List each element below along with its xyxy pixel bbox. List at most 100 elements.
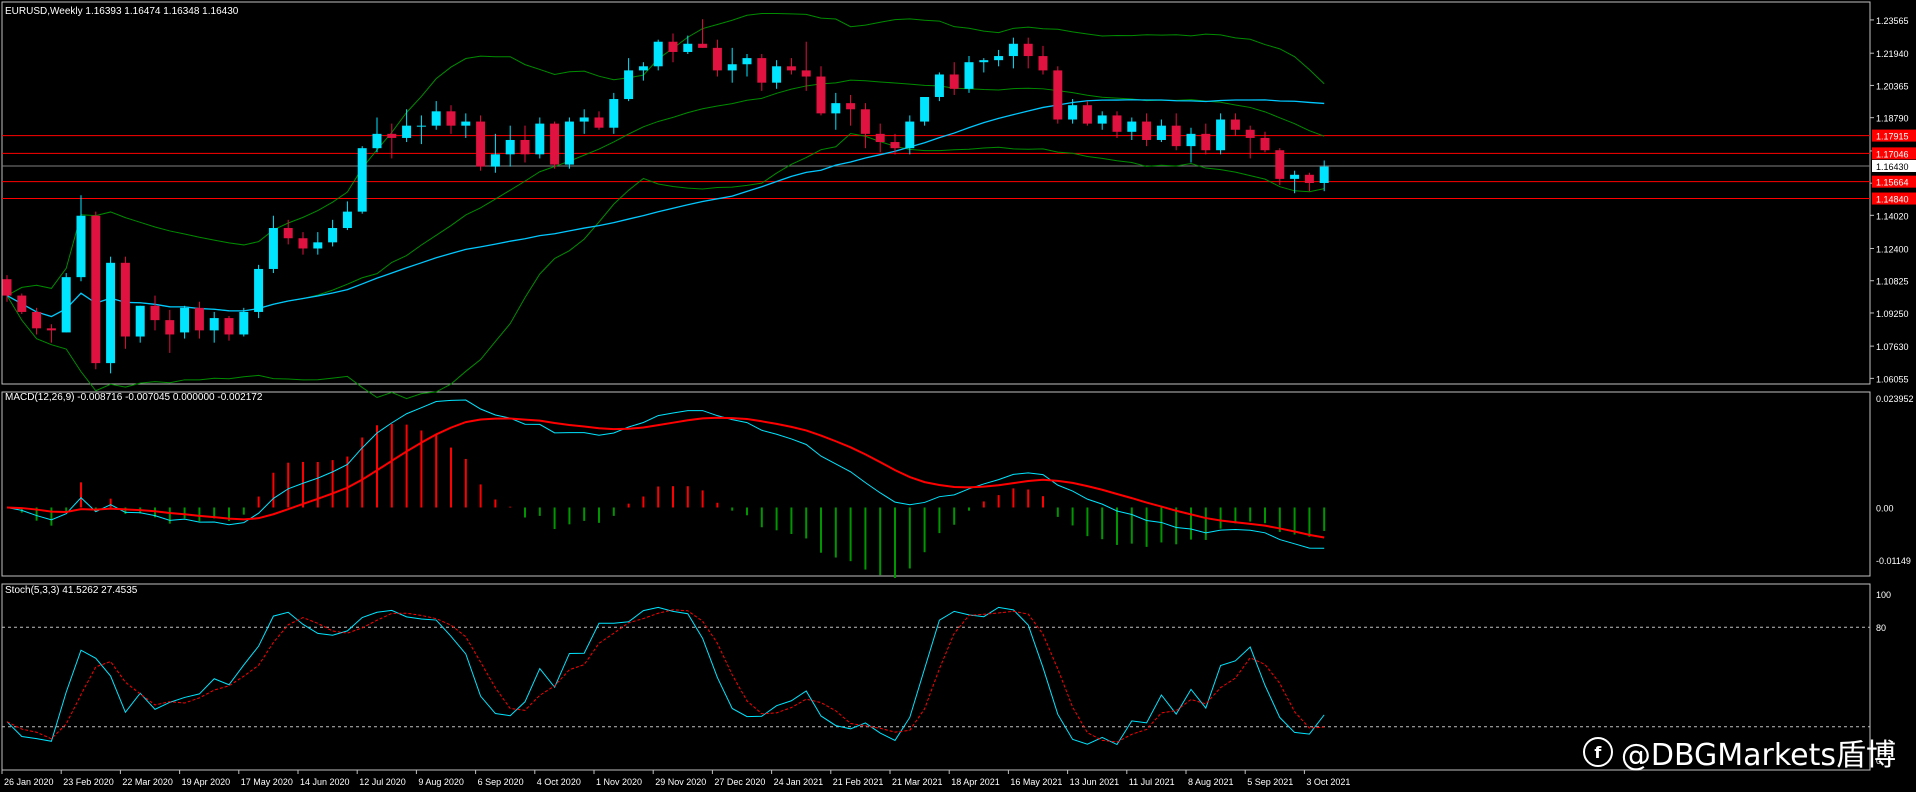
candle-body (712, 47, 722, 71)
candle-body (505, 139, 515, 155)
level-price-tag-label: 1.14840 (1876, 195, 1909, 205)
bollinger-upper-line (6, 13, 1325, 297)
current-price-label: 1.16430 (1876, 162, 1909, 172)
time-axis-label: 14 Jun 2020 (300, 777, 350, 787)
candle-body (1171, 125, 1181, 147)
price-panel-label: EURUSD,Weekly 1.16393 1.16474 1.16348 1.… (5, 6, 239, 17)
candle-body (727, 64, 737, 71)
candle-body (875, 133, 885, 143)
bollinger-lower-line (6, 133, 1325, 400)
candle-body (61, 277, 71, 333)
candle-body (224, 318, 234, 335)
candle-body (1275, 150, 1285, 179)
candle-body (624, 70, 634, 100)
price-axis-label: 1.20365 (1876, 81, 1909, 91)
price-axis-label: 1.06055 (1876, 374, 1909, 384)
candle-body (594, 117, 604, 128)
time-axis-label: 18 Apr 2021 (951, 777, 1000, 787)
candle-body (1201, 133, 1211, 151)
price-axis-label: 1.18790 (1876, 114, 1909, 124)
price-axis-label: 1.12400 (1876, 244, 1909, 254)
macd-panel-label: MACD(12,26,9) -0.008716 -0.007045 0.0000… (5, 392, 263, 403)
time-axis-label: 24 Jan 2021 (774, 777, 824, 787)
candle-body (1156, 125, 1166, 140)
candle-body (357, 148, 367, 212)
level-price-tag-label: 1.17915 (1876, 132, 1909, 142)
macd-lines (6, 399, 1325, 549)
panel-border (1, 1, 1871, 385)
candle-body (860, 109, 870, 134)
candle-body (254, 268, 264, 312)
candle-body (757, 58, 767, 83)
macd-signal-line (6, 416, 1325, 539)
candle-body (772, 66, 782, 83)
candle-body (905, 121, 915, 149)
candle-body (1230, 119, 1240, 130)
candle-body (964, 62, 974, 89)
time-axis-label: 13 Jun 2021 (1070, 777, 1120, 787)
candle-body (1186, 133, 1196, 147)
candle-body (1038, 56, 1048, 71)
candle-body (1216, 119, 1226, 151)
candle-body (1319, 166, 1329, 183)
candle-body (328, 228, 338, 243)
candle-body (1008, 43, 1018, 57)
candle-body (816, 76, 826, 114)
time-axis-label: 8 Aug 2021 (1188, 777, 1234, 787)
stoch-signal-line (6, 609, 1325, 743)
macd-axis-label: 0.023952 (1876, 394, 1914, 404)
panel-border (1, 391, 1871, 577)
price-axis[interactable]: 1.235651.219401.203651.187901.171651.155… (1870, 16, 1916, 766)
candle-body (698, 43, 708, 48)
candle-body (402, 125, 412, 138)
candle-body (742, 58, 752, 65)
candle-body (476, 121, 486, 167)
time-axis-label: 9 Aug 2020 (418, 777, 464, 787)
candle-body (416, 125, 426, 127)
candle-body (431, 111, 441, 126)
time-axis-label: 11 Jul 2021 (1129, 777, 1175, 787)
candle-body (239, 311, 249, 335)
panel-frames (1, 1, 1871, 771)
candle-body (342, 211, 352, 229)
moving-average-line (6, 99, 1325, 318)
candle-body (1127, 121, 1137, 132)
stoch-panel[interactable]: Stoch(5,3,3) 41.5262 27.4535 (2, 585, 1870, 746)
candle-body (1290, 174, 1300, 179)
level-price-tag (1872, 129, 1916, 142)
candle-body (490, 154, 500, 167)
candle-body (194, 307, 204, 331)
macd-panel[interactable]: MACD(12,26,9) -0.008716 -0.007045 0.0000… (5, 392, 1326, 578)
candle-body (46, 328, 56, 331)
candle-body (1245, 129, 1255, 138)
time-axis[interactable]: 26 Jan 2020 23 Feb 2020 22 Mar 2020 19 Apr … (1, 770, 1350, 787)
time-axis-label: 3 Oct 2021 (1306, 777, 1350, 787)
candle-body (550, 123, 560, 165)
time-axis-label: 5 Sep 2021 (1247, 777, 1293, 787)
price-panel[interactable]: EURUSD,Weekly 1.16393 1.16474 1.16348 1.… (2, 6, 1870, 400)
candle-body (949, 74, 959, 89)
candle-body (387, 133, 397, 138)
horizontal-levels[interactable] (2, 135, 1870, 200)
candle-body (1260, 137, 1270, 151)
candle-body (1053, 70, 1063, 120)
candlesticks[interactable] (2, 19, 1329, 374)
candle-body (890, 142, 900, 149)
candle-body (638, 66, 648, 71)
candle-body (994, 56, 1004, 61)
candle-body (1023, 43, 1033, 57)
price-axis-label: 1.23565 (1876, 16, 1909, 26)
candle-body (120, 262, 130, 337)
macd-axis-label: -0.01149 (1876, 556, 1911, 566)
candle-body (91, 215, 101, 364)
watermark: f @DBGMarkets盾博 (1582, 730, 1896, 774)
stoch-axis-label: 0 (1876, 756, 1881, 766)
price-axis-label: 1.07630 (1876, 342, 1909, 352)
candle-body (801, 70, 811, 77)
candle-body (283, 228, 293, 239)
candle-body (609, 99, 619, 128)
stoch-main-line (6, 606, 1325, 746)
level-price-tag-label: 1.17046 (1876, 149, 1909, 159)
candle-body (313, 242, 323, 249)
